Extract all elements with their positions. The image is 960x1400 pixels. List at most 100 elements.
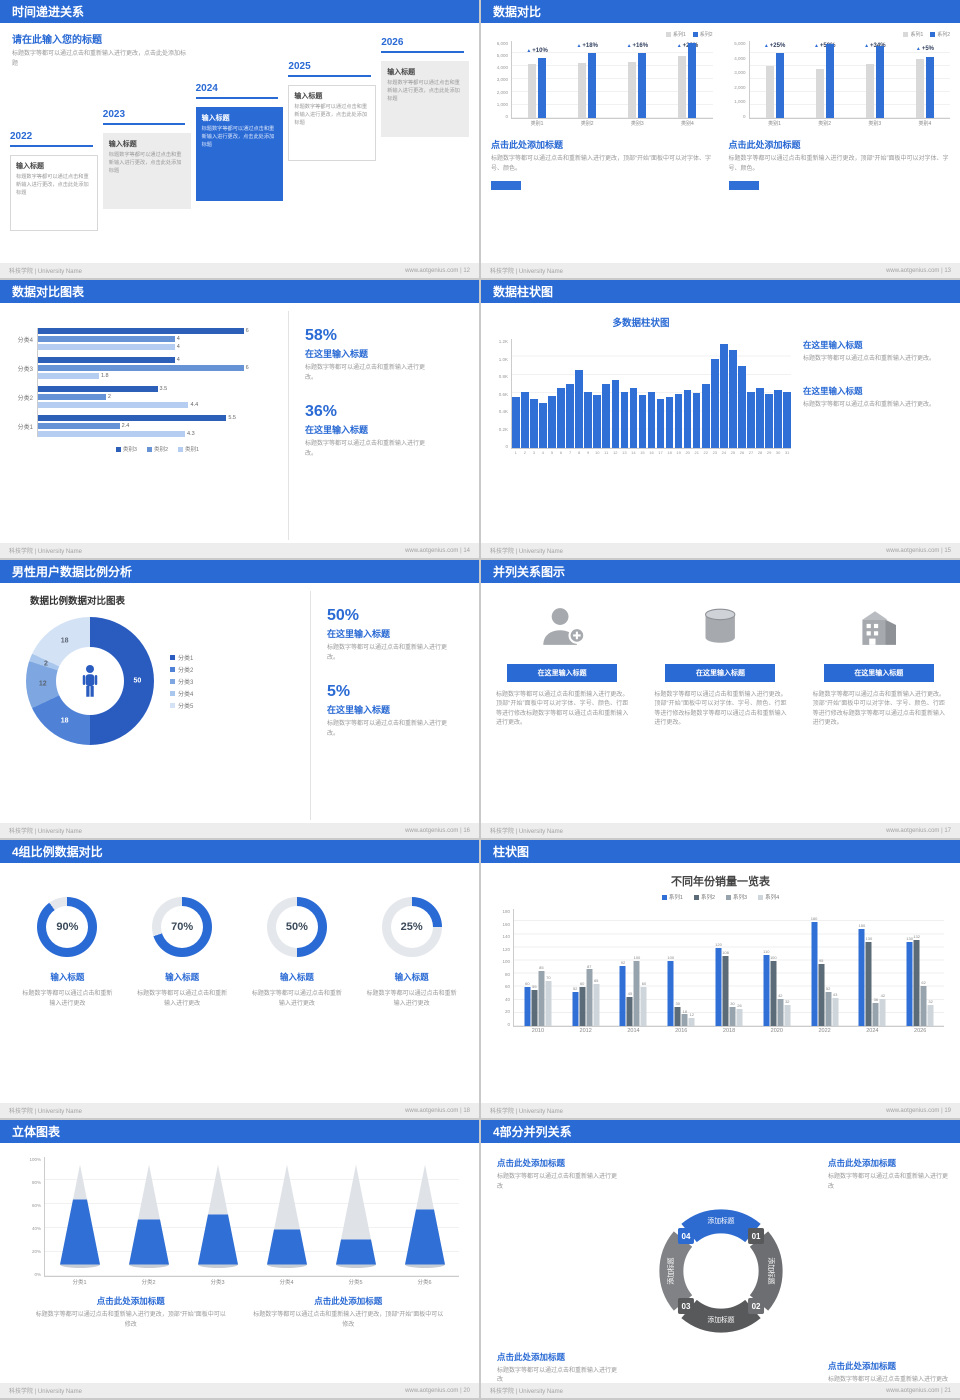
slide-timeline-progression[interactable]: 时间递进关系 请在此输入您的标题 标题数字等都可以通过点击和重新输入进行更改，点… xyxy=(0,0,479,278)
legend-item: 系列1 xyxy=(665,31,686,38)
title-button[interactable]: 在这里输入标题 xyxy=(665,664,776,682)
ring-segment[interactable] xyxy=(658,1230,693,1311)
percent-label: ▲+25% xyxy=(763,42,786,49)
male-icon xyxy=(82,665,98,697)
stat-text: 标题数字等都可以通过点击和重新输入进行更改。 xyxy=(305,441,426,457)
x-label: 类别1 xyxy=(768,121,781,127)
bar-wrap: 55 xyxy=(531,909,538,1026)
ring-segment[interactable] xyxy=(680,1208,761,1243)
block-text: 标题数字等都可以通过点击和重新输入进行更改。 xyxy=(803,401,936,408)
bar-group: ▲+10% 类别1 xyxy=(512,41,562,127)
ratio-item: 70% 输入标题 标题数字等都可以通过点击和重新输入进行更改 xyxy=(125,897,240,1100)
slice-value-label: 18 xyxy=(60,717,69,725)
legend-swatch xyxy=(661,894,667,900)
bar-series1 xyxy=(578,62,587,118)
bar-wrap: 30 xyxy=(674,909,681,1026)
bar-fill xyxy=(738,366,746,448)
timeline-step[interactable]: 2025 输入标题 标题数字等都可以通过点击和重新输入进行更改，点击此处添加标题 xyxy=(288,61,377,161)
slide-3d-chart[interactable]: 立体图表 100% 80% 60% 40% 20% 0% 分类1 分类2 分类3 分类4 分类5 分类… xyxy=(0,1120,479,1398)
bar-series2 xyxy=(775,52,784,118)
legend-item: 分类5 xyxy=(170,701,193,710)
slide-grouped-column-chart[interactable]: 柱状图 不同年份销量一览表 系列1 系列2 系列3 系列4 180 160 140 120 1… xyxy=(481,840,960,1118)
bar xyxy=(879,998,886,1026)
ring-segment[interactable] xyxy=(680,1298,761,1333)
block-title: 在这里输入标题 xyxy=(803,340,863,350)
bar xyxy=(37,402,189,408)
block-title: 点击此处添加标题 xyxy=(314,1296,383,1306)
y-tick-label: 20% xyxy=(31,1249,41,1254)
slide-header: 并列关系图示 xyxy=(481,560,960,583)
title-button[interactable]: 在这里输入标题 xyxy=(823,664,934,682)
x-label: 26 xyxy=(739,450,745,455)
bar xyxy=(736,1009,743,1026)
footer-page: www.aotgenius.com | 20 xyxy=(405,1387,470,1394)
slide-male-user-ratio[interactable]: 男性用户数据比例分析 数据比例数据对比图表 xyxy=(0,560,479,838)
bar: 20 xyxy=(683,339,692,455)
bar-wrap: 52 xyxy=(572,909,579,1026)
slide-four-ratio-comparison[interactable]: 4组比例数据对比 90% 输入标题 标题数字等都可以通过点击和重新输入进行更改 … xyxy=(0,840,479,1118)
ring-segment[interactable] xyxy=(748,1230,783,1311)
section-subtitle: 标题数字等都可以通过点击和重新输入进行更改，点击此处添加标题 xyxy=(12,51,187,67)
chart-area: 1.2K 1.0K 0.8K 0.6K 0.4K 0.2K 0 1 2 3 4 5 6 7 8 9 10 11 12… xyxy=(491,339,791,455)
bars: 100 30 18 12 xyxy=(667,909,695,1026)
x-label: 25 xyxy=(730,450,736,455)
bar xyxy=(913,940,920,1026)
timeline-step[interactable]: 2022 输入标题 标题数字等都可以通过点击和重新输入进行更改，点击此处添加标题 xyxy=(10,131,98,231)
slide-header: 4部分并列关系 xyxy=(481,1120,960,1143)
bar: 23 xyxy=(711,339,719,455)
cone: 分类1 xyxy=(55,1157,105,1286)
timeline-step[interactable]: 2026 输入标题 标题数字等都可以通过点击和重新输入进行更改，点击此处添加标题 xyxy=(381,37,469,137)
slide-parallel-relationship[interactable]: 并列关系图示 在这里输入标题 标题数字等都可以通过点击和重新输入进行更改。顶部“… xyxy=(481,560,960,838)
slide-data-comparison[interactable]: 数据对比 系列1 系列2 6,000 5,000 4,000 3,000 2,000 1,00… xyxy=(481,0,960,278)
stat-text: 标题数字等都可以通过点击和重新输入进行更改。 xyxy=(305,365,426,381)
cone-icon xyxy=(266,1164,307,1268)
bars: 52 60 87 65 xyxy=(572,909,600,1026)
slide-column-chart[interactable]: 数据柱状图 多数据柱状图 1.2K 1.0K 0.8K 0.6K 0.4K 0.2K 0 1 2… xyxy=(481,280,960,558)
bar-wrap: 160 xyxy=(811,909,817,1026)
bar-wrap: 108 xyxy=(722,909,729,1026)
slide-footer: 科技学院 | University Name www.aotgenius.com… xyxy=(0,263,479,278)
legend-item: 类别1 xyxy=(178,445,199,453)
bar-wrap: 52 xyxy=(825,909,832,1026)
bar: 12 xyxy=(611,339,620,455)
value-label: 30 xyxy=(675,1000,680,1006)
legend-swatch xyxy=(170,654,175,660)
x-label: 6 xyxy=(559,450,563,455)
stat-value: 5% xyxy=(327,683,351,701)
cone-icon xyxy=(404,1164,445,1268)
bar xyxy=(37,328,244,334)
x-label: 2012 xyxy=(579,1028,592,1034)
bar: 13 xyxy=(620,339,629,455)
footer-page: www.aotgenius.com | 15 xyxy=(886,547,951,554)
ring-value: 70% xyxy=(171,921,194,933)
bars xyxy=(915,41,934,118)
slide-comparison-chart[interactable]: 数据对比图表 分类4 6 4 4 分类3 4 6 1.8 分类2 3.5 2 4.4 分类1 5.5 2.4… xyxy=(0,280,479,558)
slide-header-title: 立体图表 xyxy=(12,1125,61,1139)
bar: 25 xyxy=(729,339,737,455)
timeline-rule xyxy=(288,75,371,77)
percent-label: ▲+5% xyxy=(915,45,935,52)
timeline-step[interactable]: 2024 输入标题 标题数字等都可以通过点击和重新输入进行更改，点击此处添加标题 xyxy=(195,83,284,201)
bar-group: 110 100 42 32 2020 xyxy=(753,909,801,1034)
accent-chip xyxy=(491,181,521,191)
y-tick-label: 4,000 xyxy=(734,55,746,61)
block-title: 点击此处添加标题 xyxy=(491,140,564,150)
footer-page: www.aotgenius.com | 12 xyxy=(405,267,470,274)
y-tick-label: 6,000 xyxy=(496,41,508,46)
x-label: 10 xyxy=(594,450,600,455)
legend-item: 分类1 xyxy=(170,653,193,662)
bar-fill xyxy=(521,391,529,448)
bar-wrap: 12 xyxy=(688,909,695,1026)
bar-series1 xyxy=(865,64,874,118)
database-icon xyxy=(649,605,791,652)
x-label: 分类1 xyxy=(72,1280,87,1286)
timeline-step[interactable]: 2023 输入标题 标题数字等都可以通过点击和重新输入进行更改，点击此处添加标题 xyxy=(102,109,191,209)
timeline-box: 输入标题 标题数字等都可以通过点击和重新输入进行更改，点击此处添加标题 xyxy=(10,155,98,231)
text-panel: 在这里输入标题 标题数字等都可以通过点击和重新输入进行更改。 在这里输入标题 标… xyxy=(803,311,950,540)
title-button[interactable]: 在这里输入标题 xyxy=(507,664,618,682)
bar-fill xyxy=(720,343,728,448)
x-label: 4 xyxy=(541,450,545,455)
bar-line: 2.4 xyxy=(37,423,278,429)
slide-four-part-relationship[interactable]: 4部分并列关系 添加标题 添加标题 添加标题 添加标题 01 02 03 04 点击此处添加标… xyxy=(481,1120,960,1398)
parallel-item: 在这里输入标题 标题数字等都可以通过点击和重新输入进行更改。顶部“开始”面板中可… xyxy=(649,605,791,820)
